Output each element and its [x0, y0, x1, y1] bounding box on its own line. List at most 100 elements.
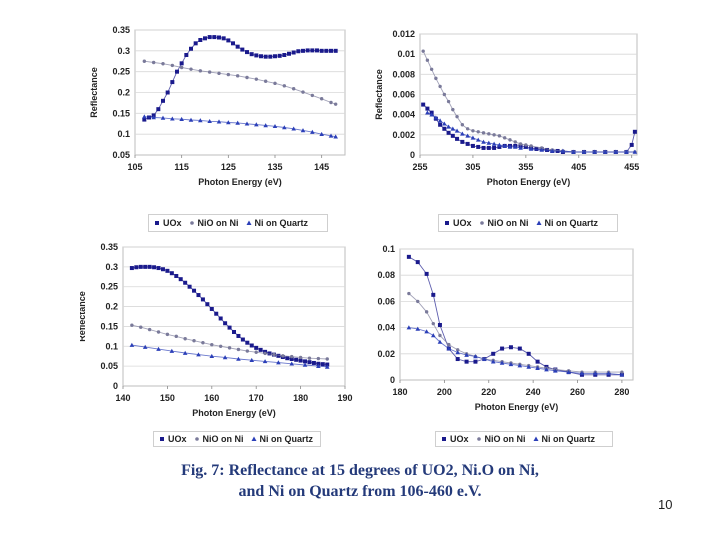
point-ni-on-quartz — [254, 122, 259, 127]
point-ni-on-quartz — [182, 350, 188, 355]
point-nio-on-ni — [254, 350, 258, 354]
point-ni-on-quartz — [602, 149, 608, 154]
point-uox — [245, 340, 250, 345]
point-ni-on-quartz — [142, 344, 148, 349]
point-uox — [231, 41, 235, 46]
point-uox — [526, 351, 531, 356]
point-nio-on-ni — [471, 129, 475, 133]
point-ni-on-quartz — [544, 367, 549, 372]
point-uox — [209, 306, 214, 311]
point-nio-on-ni — [226, 72, 231, 77]
point-nio-on-ni — [139, 325, 143, 329]
point-ni-on-quartz — [222, 355, 228, 360]
point-ni-on-quartz — [249, 357, 255, 362]
y-axis-label: Reflectance — [89, 67, 99, 118]
legend-marker — [536, 220, 542, 225]
x-tick-label: 180 — [293, 393, 308, 403]
point-nio-on-ni — [319, 97, 324, 101]
y-tick-label: 0.1 — [382, 244, 395, 254]
point-nio-on-ni — [447, 342, 451, 347]
y-tick-label: 0.1 — [117, 129, 130, 139]
y-tick-label: 0.004 — [392, 110, 415, 120]
point-uox — [486, 145, 491, 150]
point-uox — [455, 136, 460, 141]
y-tick-label: 0.002 — [392, 130, 415, 140]
point-uox — [324, 48, 329, 53]
point-nio-on-ni — [438, 333, 442, 338]
point-ni-on-quartz — [592, 371, 598, 376]
point-nio-on-ni — [465, 127, 470, 131]
point-ni-on-quartz — [528, 146, 534, 151]
point-uox — [277, 53, 282, 58]
series-line-nio-on-ni — [144, 60, 336, 105]
y-tick-label: 0.3 — [105, 262, 118, 272]
point-uox — [263, 54, 268, 59]
legend-item: NiO on Ni — [475, 434, 526, 444]
point-ni-on-quartz — [518, 145, 523, 150]
point-uox — [473, 359, 478, 364]
point-uox — [147, 264, 152, 269]
point-ni-on-quartz — [560, 148, 566, 153]
legend-label: Ni on Quartz — [254, 218, 309, 228]
point-uox — [156, 266, 161, 271]
point-ni-on-quartz — [196, 352, 201, 357]
point-ni-on-quartz — [606, 371, 611, 376]
point-ni-on-quartz — [424, 329, 429, 334]
point-ni-on-quartz — [289, 361, 295, 366]
point-uox — [425, 106, 430, 111]
x-tick-label: 200 — [437, 387, 452, 397]
point-uox — [311, 360, 316, 365]
y-tick-label: 0.08 — [377, 270, 395, 280]
point-uox — [276, 353, 281, 358]
point-nio-on-ni — [316, 356, 321, 361]
point-nio-on-ni — [254, 77, 259, 81]
point-uox — [442, 126, 447, 131]
point-nio-on-ni — [416, 299, 420, 304]
point-ni-on-quartz — [512, 144, 518, 149]
point-ni-on-quartz — [429, 112, 434, 117]
point-uox — [296, 49, 301, 54]
point-ni-on-quartz — [491, 141, 497, 146]
point-ni-on-quartz — [465, 133, 470, 138]
point-uox — [169, 271, 174, 276]
legend-item: NiO on Ni — [188, 218, 239, 228]
point-uox — [273, 54, 277, 59]
x-tick-label: 115 — [174, 162, 189, 172]
point-uox — [254, 53, 259, 58]
point-nio-on-ni — [492, 133, 496, 137]
point-ni-on-quartz — [566, 369, 571, 374]
point-uox — [207, 35, 212, 40]
point-uox — [184, 53, 189, 57]
point-uox — [192, 288, 197, 293]
point-nio-on-ni — [446, 99, 451, 104]
point-nio-on-ni — [455, 348, 460, 352]
point-ni-on-quartz — [442, 121, 447, 126]
point-ni-on-quartz — [235, 120, 240, 125]
point-nio-on-ni — [165, 332, 170, 337]
point-ni-on-quartz — [169, 348, 175, 353]
y-tick-label: 0 — [113, 381, 118, 391]
chart-svg-4: 0 0.02 0.04 0.06 0.08 0.1 180 200 220 240 260 280 Ph… — [354, 244, 634, 412]
y-tick-label: 0.012 — [392, 29, 415, 39]
point-nio-on-ni — [273, 81, 277, 86]
legend-marker — [445, 221, 449, 225]
point-ni-on-quartz — [632, 149, 638, 154]
legend-item: Ni on Quartz — [532, 434, 595, 444]
point-uox — [236, 333, 241, 338]
y-tick-label: 0 — [390, 375, 395, 385]
legend-marker — [160, 437, 164, 441]
point-uox — [143, 264, 148, 269]
point-nio-on-ni — [481, 131, 486, 135]
point-nio-on-ni — [442, 92, 447, 97]
point-ni-on-quartz — [319, 131, 324, 136]
x-tick-label: 305 — [465, 162, 480, 172]
point-nio-on-ni — [192, 339, 196, 343]
point-ni-on-quartz — [499, 360, 505, 365]
point-nio-on-ni — [301, 90, 305, 94]
point-uox — [205, 302, 210, 307]
point-ni-on-quartz — [328, 133, 334, 138]
point-nio-on-ni — [508, 138, 512, 142]
point-ni-on-quartz — [470, 135, 476, 140]
legend-marker — [251, 436, 257, 441]
x-tick-label: 355 — [518, 162, 533, 172]
